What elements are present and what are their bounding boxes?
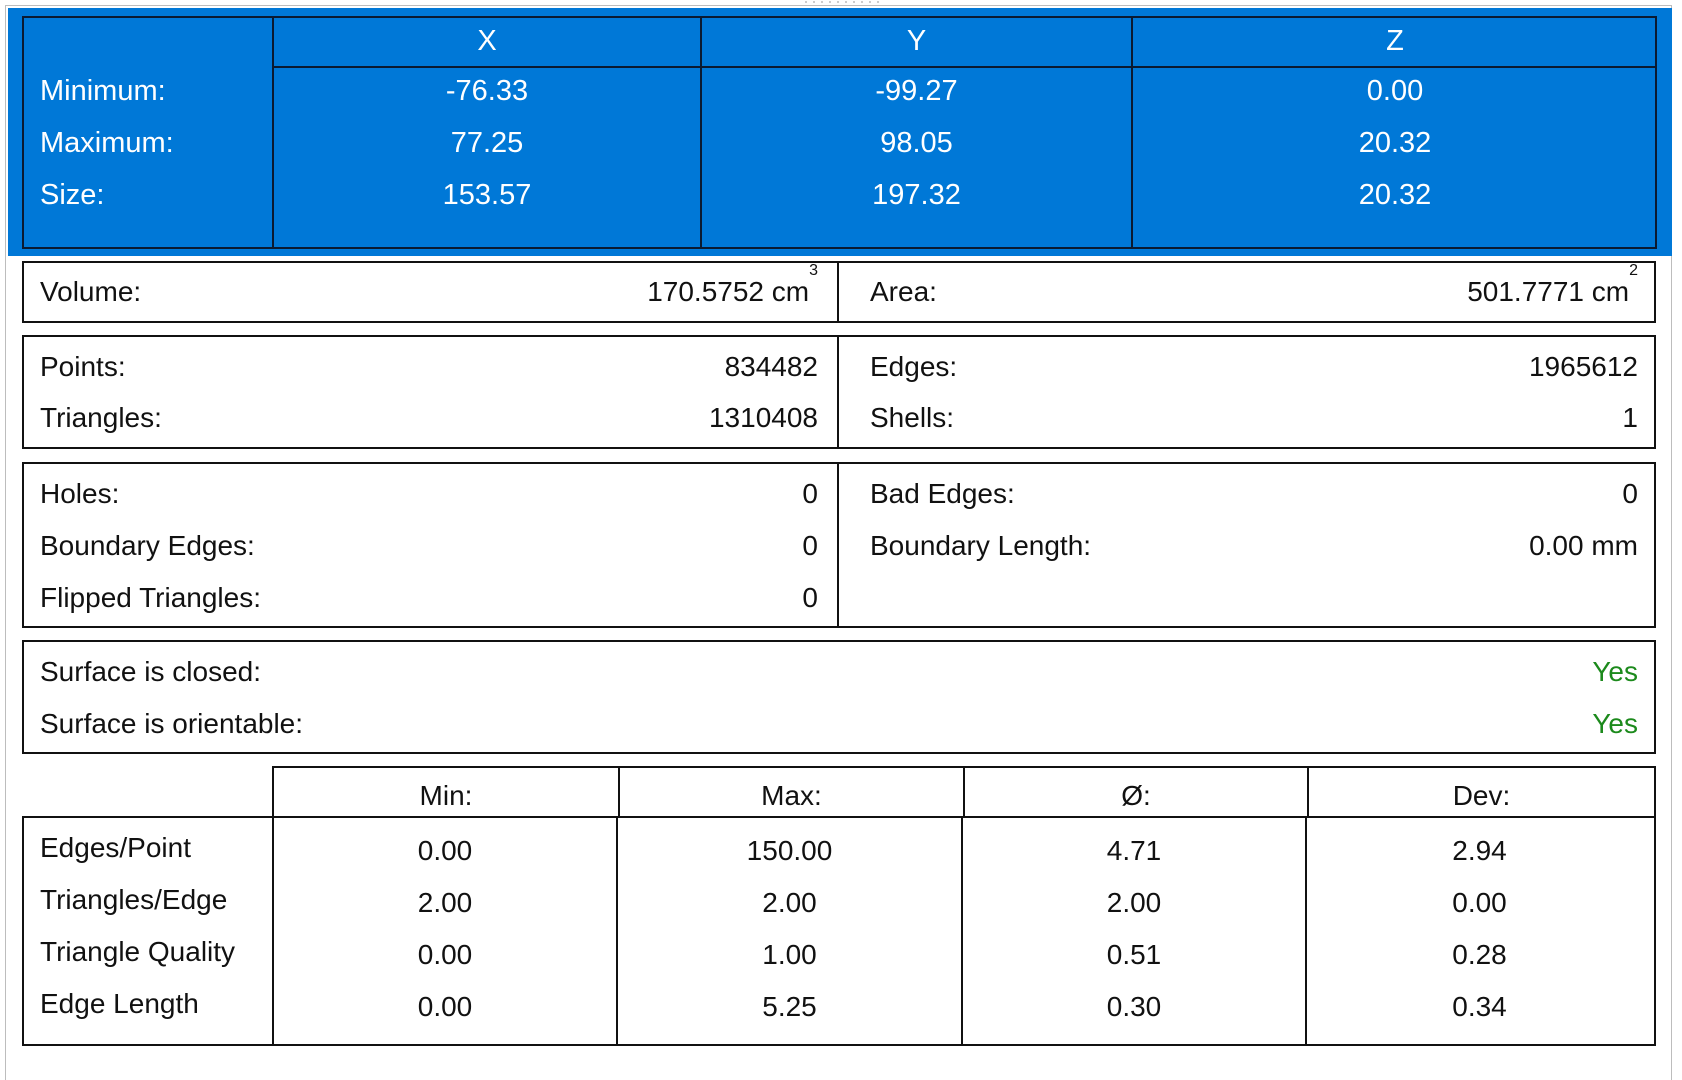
stat-label-edges-per-point: Edges/Point (40, 832, 191, 863)
volume-value: 170.5752 cm3 (647, 262, 818, 308)
header-x: X (477, 25, 497, 57)
points-label: Points: (40, 351, 126, 382)
boundary-length-label: Boundary Length: (870, 530, 1092, 561)
surface-box[interactable]: Surface is closed: Yes Surface is orient… (22, 640, 1656, 754)
stat-cell: 2.00 (762, 887, 817, 918)
stat-cell: 2.00 (1106, 887, 1162, 918)
bounding-box-grid: X Y Z Minimum: -76.33 -99.27 0.00 Maximu… (22, 16, 1657, 249)
max-y: 98.05 (880, 127, 953, 159)
properties-panel (5, 5, 1672, 1080)
row-label-maximum: Maximum: (40, 127, 174, 159)
holes-value: 0 (802, 478, 818, 509)
size-x: 153.57 (442, 179, 532, 211)
max-z: 20.32 (1358, 127, 1432, 159)
stat-cell: 2.94 (1452, 835, 1507, 866)
boundary-edges-value: 0 (802, 530, 818, 561)
edges-value: 1965612 (1528, 351, 1638, 382)
stat-cell: 0.51 (1106, 939, 1162, 970)
resize-grip[interactable] (802, 0, 882, 4)
size-y: 197.32 (872, 179, 961, 211)
boundary-edges-label: Boundary Edges: (40, 530, 255, 561)
stat-cell: 0.00 (417, 835, 473, 866)
flipped-triangles-value: 0 (802, 582, 818, 613)
statistics-body: Edges/Point 0.00 150.00 4.71 2.94 Triang… (22, 816, 1656, 1046)
flipped-triangles-label: Flipped Triangles: (40, 582, 262, 613)
header-avg: Ø: (1121, 780, 1151, 811)
holes-label: Holes: (40, 478, 120, 509)
volume-label: Volume: (40, 276, 142, 307)
header-min: Min: (419, 780, 473, 811)
defects-box[interactable]: Holes: 0 Boundary Edges: 0 Flipped Trian… (22, 462, 1656, 628)
stat-label-triangles-per-edge: Triangles/Edge (40, 884, 228, 915)
min-z: 0.00 (1366, 75, 1424, 107)
min-y: -99.27 (875, 75, 958, 107)
stat-cell: 0.00 (417, 939, 473, 970)
points-value: 834482 (724, 351, 818, 382)
min-x: -76.33 (445, 75, 529, 107)
counts-box[interactable]: Points: 834482 Triangles: 1310408 Edges:… (22, 335, 1656, 449)
stat-cell: 0.00 (1452, 887, 1507, 918)
bad-edges-label: Bad Edges: (870, 478, 1015, 509)
stat-cell: 4.71 (1106, 835, 1162, 866)
surface-orientable-value: Yes (1592, 708, 1638, 739)
area-label: Area: (870, 276, 937, 307)
header-max: Max: (761, 780, 822, 811)
stat-cell: 2.00 (417, 887, 473, 918)
stat-cell: 0.34 (1452, 991, 1507, 1022)
triangles-label: Triangles: (40, 402, 162, 433)
surface-closed-value: Yes (1592, 656, 1638, 687)
stat-cell: 150.00 (746, 835, 833, 866)
size-z: 20.32 (1358, 179, 1432, 211)
row-label-minimum: Minimum: (40, 75, 166, 107)
stat-label-edge-length: Edge Length (40, 988, 199, 1019)
measures-box[interactable]: Volume: 170.5752 cm3 Area: 501.7771 cm2 (22, 261, 1656, 323)
surface-orientable-label: Surface is orientable: (40, 708, 304, 739)
statistics-table[interactable]: Min: Max: Ø: Dev: Edges/Point 0.00 150.0… (22, 766, 1656, 1046)
stat-cell: 5.25 (762, 991, 817, 1022)
stat-cell: 0.28 (1452, 939, 1507, 970)
triangles-value: 1310408 (708, 402, 818, 433)
bad-edges-value: 0 (1622, 478, 1638, 509)
shells-value: 1 (1622, 402, 1638, 433)
header-dev: Dev: (1452, 780, 1511, 811)
shells-label: Shells: (870, 402, 955, 433)
statistics-header: Min: Max: Ø: Dev: (272, 766, 1656, 818)
boundary-length-value: 0.00 mm (1529, 530, 1638, 561)
edges-label: Edges: (870, 351, 958, 382)
stat-cell: 1.00 (762, 939, 817, 970)
row-label-size: Size: (40, 179, 105, 211)
header-z: Z (1386, 25, 1404, 57)
max-x: 77.25 (450, 127, 524, 159)
stat-cell: 0.00 (417, 991, 473, 1022)
surface-closed-label: Surface is closed: (40, 656, 261, 687)
area-value: 501.7771 cm2 (1467, 262, 1638, 308)
stat-label-triangle-quality: Triangle Quality (40, 936, 236, 967)
bounding-box-table[interactable]: X Y Z Minimum: -76.33 -99.27 0.00 Maximu… (8, 8, 1672, 256)
header-y: Y (906, 25, 927, 57)
stat-cell: 0.30 (1106, 991, 1162, 1022)
